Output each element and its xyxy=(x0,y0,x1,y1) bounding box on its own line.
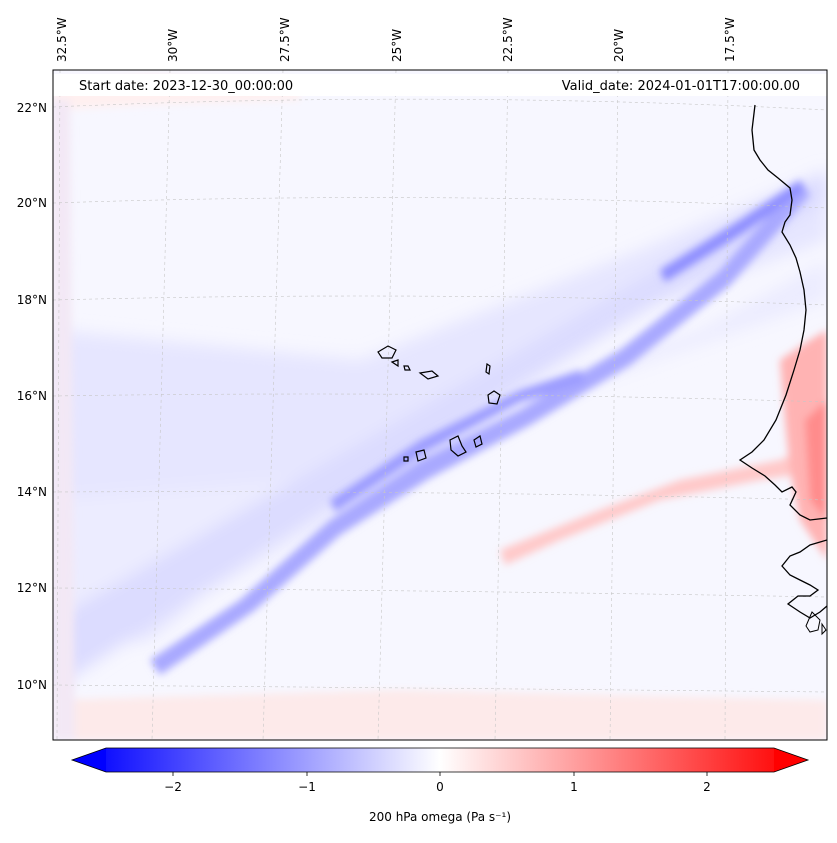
lon-label: 20°W xyxy=(612,29,626,62)
lon-label: 32.5°W xyxy=(55,17,69,62)
lon-label: 22.5°W xyxy=(501,17,515,62)
colorbar-tick-label: −2 xyxy=(164,780,182,794)
lat-label: 10°N xyxy=(17,678,47,692)
lat-label: 14°N xyxy=(17,485,47,499)
descent-band xyxy=(500,440,827,565)
colorbar-tick-label: 1 xyxy=(570,780,578,794)
colorbar-extend-max xyxy=(774,748,808,772)
start-date-label: Start date: 2023-12-30_00:00:00 xyxy=(79,79,293,94)
colorbar-tick-label: 0 xyxy=(436,780,444,794)
cape-verde-islands xyxy=(377,345,501,462)
colorbar-bar xyxy=(106,748,774,772)
omega-field-map xyxy=(53,70,827,740)
map-frame xyxy=(52,69,828,741)
latitude-labels: 22°N 20°N 18°N 16°N 14°N 12°N 10°N xyxy=(17,101,47,692)
lon-label: 27.5°W xyxy=(278,17,292,62)
lat-label: 12°N xyxy=(17,581,47,595)
lat-label: 20°N xyxy=(17,196,47,210)
africa-coastline xyxy=(738,104,827,619)
lon-label: 30°W xyxy=(166,29,180,62)
colorbar-tick-label: −1 xyxy=(298,780,316,794)
lat-label: 16°N xyxy=(17,389,47,403)
lon-label: 17.5°W xyxy=(723,17,737,62)
ascent-jet-band xyxy=(150,180,810,675)
lon-label: 25°W xyxy=(390,29,404,62)
colorbar: −2 −1 0 1 2 200 hPa omega (Pa s⁻¹) xyxy=(70,747,810,824)
lat-label: 22°N xyxy=(17,101,47,115)
colorbar-outline xyxy=(70,747,810,773)
valid-date-label: Valid_date: 2024-01-01T17:00:00.00 xyxy=(562,79,800,94)
colorbar-label: 200 hPa omega (Pa s⁻¹) xyxy=(369,810,511,824)
colorbar-extend-min xyxy=(72,748,106,772)
longitude-labels: 32.5°W 30°W 27.5°W 25°W 22.5°W 20°W 17.5… xyxy=(55,17,737,62)
colorbar-tick-label: 2 xyxy=(703,780,711,794)
lat-label: 18°N xyxy=(17,293,47,307)
graticule xyxy=(53,70,827,740)
